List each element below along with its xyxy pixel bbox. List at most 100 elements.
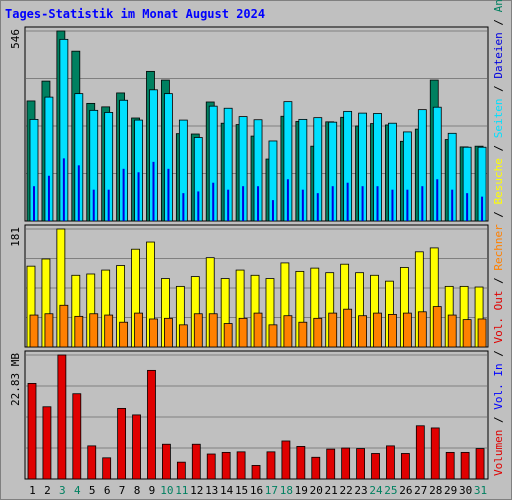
x-tick-label: 25	[384, 484, 397, 497]
legend-part: Seiten	[492, 98, 505, 138]
bar-top-seiten-day-24	[376, 186, 379, 221]
bar-middle-rechner-day-4	[74, 315, 84, 348]
bar-top-seiten-day-9	[152, 161, 155, 221]
bar-bottom-vol-out-day-23	[356, 448, 365, 480]
bar-middle-rechner-day-22	[343, 308, 353, 348]
bar-top-seiten-day-16	[257, 186, 260, 221]
bar-bottom-vol-out-day-25	[386, 445, 395, 480]
legend-part: Vol. Out	[492, 291, 505, 344]
bar-middle-rechner-day-25	[388, 314, 397, 348]
legend-part: Rechner	[492, 224, 505, 271]
bar-middle-rechner-day-14	[223, 323, 233, 348]
bar-bottom-vol-out-day-17	[266, 451, 276, 480]
bar-bottom-vol-out-day-1	[27, 383, 37, 480]
legend-part: /	[492, 271, 505, 291]
bar-bottom-vol-out-day-5	[87, 445, 97, 480]
bar-middle-rechner-day-15	[238, 317, 248, 348]
bar-middle-rechner-day-11	[178, 324, 188, 348]
bar-middle-rechner-day-5	[89, 313, 99, 348]
bar-bottom-vol-out-day-14	[221, 451, 231, 480]
x-tick-label: 22	[339, 484, 352, 497]
bar-top-seiten-day-5	[92, 189, 95, 221]
x-tick-label: 6	[104, 484, 111, 497]
x-tick-label: 29	[444, 484, 457, 497]
bar-top-seiten-day-21	[331, 186, 334, 221]
bar-bottom-vol-out-day-12	[191, 443, 201, 480]
legend-part: /	[492, 410, 505, 430]
panel-bottom	[24, 350, 489, 480]
x-tick-label: 14	[220, 484, 234, 497]
bar-middle-rechner-day-26	[402, 312, 412, 348]
bar-bottom-vol-out-day-27	[415, 425, 425, 480]
bar-top-seiten-day-11	[182, 193, 185, 221]
bar-middle-rechner-day-18	[283, 315, 293, 348]
bar-bottom-vol-out-day-8	[132, 414, 141, 480]
y-max-label-middle: 181	[9, 227, 22, 247]
bar-middle-rechner-day-12	[193, 313, 203, 348]
bar-bottom-vol-out-day-18	[281, 440, 291, 480]
bar-middle-rechner-day-10	[164, 317, 173, 348]
bar-bottom-vol-out-day-19	[296, 446, 306, 480]
bar-bottom-vol-out-day-20	[311, 456, 321, 480]
x-tick-label: 30	[459, 484, 472, 497]
legend-part: /	[492, 12, 505, 32]
x-tick-label: 24	[369, 484, 383, 497]
bar-top-seiten-day-8	[137, 172, 140, 221]
x-tick-label: 20	[310, 484, 323, 497]
bar-top-seiten-day-27	[421, 186, 424, 221]
bar-top-seiten-day-20	[316, 193, 319, 221]
x-tick-label: 21	[325, 484, 338, 497]
x-tick-label: 15	[235, 484, 248, 497]
y-max-label-top: 546	[9, 29, 22, 49]
bar-bottom-vol-out-day-11	[176, 461, 186, 480]
x-tick-label: 16	[250, 484, 263, 497]
x-tick-label: 7	[119, 484, 126, 497]
bar-middle-rechner-day-28	[432, 306, 442, 348]
bar-bottom-vol-out-day-29	[445, 451, 455, 480]
bar-middle-rechner-day-9	[149, 318, 158, 348]
x-tick-label: 12	[190, 484, 203, 497]
x-tick-label: 8	[134, 484, 141, 497]
bar-bottom-vol-out-day-28	[430, 427, 440, 480]
bar-bottom-vol-out-day-22	[341, 447, 351, 480]
bar-bottom-vol-out-day-21	[326, 448, 336, 480]
bar-middle-rechner-day-21	[328, 312, 338, 348]
bar-top-seiten-day-2	[47, 175, 50, 221]
bar-bottom-vol-out-day-3	[57, 354, 67, 480]
bar-top-seiten-day-14	[227, 189, 230, 221]
x-tick-label: 27	[414, 484, 427, 497]
bar-top-seiten-day-28	[436, 179, 439, 221]
x-tick-label: 5	[89, 484, 96, 497]
bar-middle-rechner-day-29	[447, 314, 457, 348]
bar-top-seiten-day-13	[212, 182, 215, 221]
bar-top-seiten-day-3	[62, 158, 65, 221]
bar-top-seiten-day-22	[346, 182, 349, 221]
x-tick-label: 1	[29, 484, 36, 497]
bar-top-seiten-day-7	[122, 168, 125, 221]
bar-top-seiten-day-10	[167, 168, 170, 221]
bar-bottom-vol-out-day-13	[206, 453, 216, 480]
bar-top-seiten-day-17	[271, 200, 274, 221]
legend-part: Besuche	[492, 158, 505, 204]
bar-middle-rechner-day-17	[268, 324, 278, 348]
bar-middle-rechner-day-8	[134, 312, 143, 348]
bar-top-seiten-day-1	[33, 186, 35, 221]
bar-middle-rechner-day-6	[104, 314, 114, 348]
bar-top-seiten-day-12	[197, 191, 200, 221]
x-tick-label: 26	[399, 484, 412, 497]
bar-bottom-vol-out-day-15	[236, 451, 246, 480]
bar-middle-rechner-day-30	[462, 319, 472, 348]
y-max-label-bottom: 22.83 MB	[9, 353, 22, 406]
bar-top-seiten-day-31	[481, 196, 484, 221]
bar-middle-rechner-day-31	[477, 318, 487, 348]
bar-top-seiten-day-18	[286, 179, 289, 221]
x-tick-label: 2	[44, 484, 51, 497]
legend-part: Anfragen	[492, 0, 505, 12]
bar-middle-rechner-day-2	[44, 313, 54, 348]
bar-bottom-vol-out-day-24	[371, 453, 380, 480]
x-tick-label: 13	[205, 484, 218, 497]
x-tick-label: 3	[59, 484, 66, 497]
x-tick-label: 10	[160, 484, 173, 497]
x-tick-label: 28	[429, 484, 442, 497]
